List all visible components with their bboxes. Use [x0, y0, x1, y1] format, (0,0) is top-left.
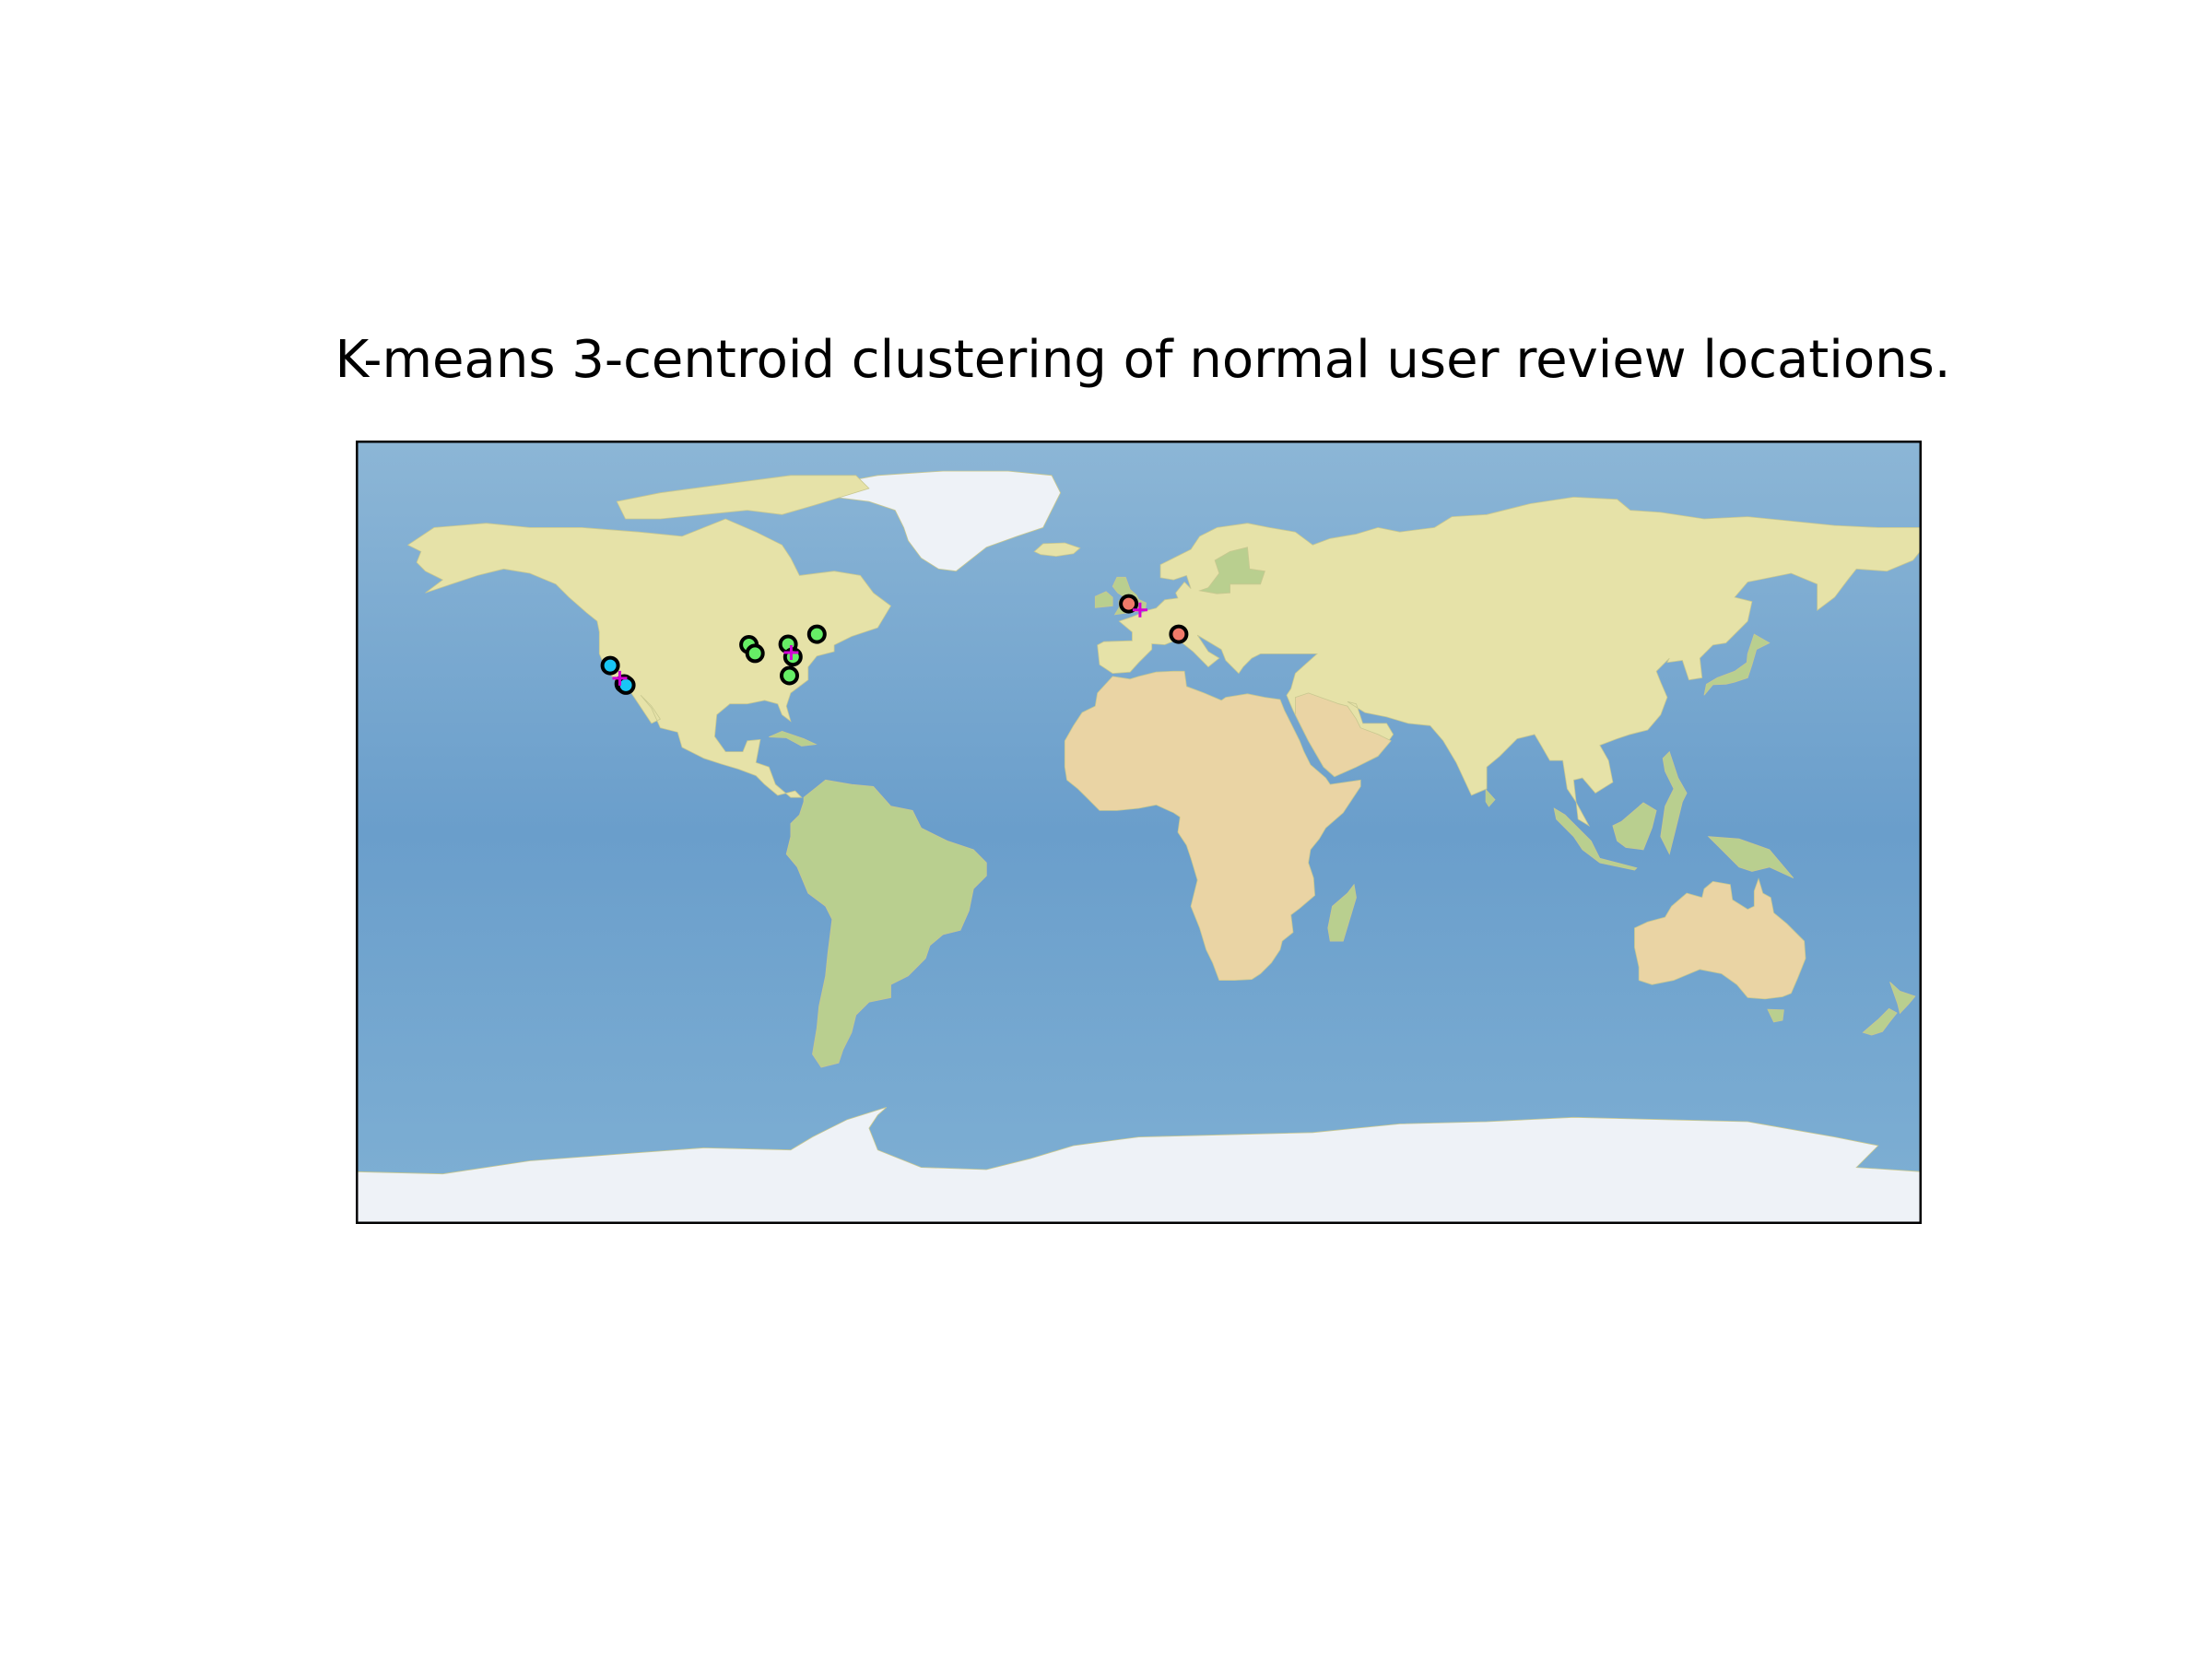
- land-cuba: [769, 730, 818, 747]
- review-point-cluster-3-1: [1119, 594, 1139, 614]
- review-point-cluster-2-6: [780, 665, 799, 686]
- land-australia: [1634, 877, 1806, 1000]
- world-map: [355, 440, 1923, 1225]
- land-south-america: [785, 779, 987, 1068]
- review-point-cluster-1-1: [600, 655, 620, 676]
- land-arctic-islands: [616, 475, 870, 520]
- land-new-zealand-north: [1889, 982, 1916, 1015]
- land-arabia-desert: [1295, 692, 1392, 778]
- land-africa: [1064, 670, 1361, 981]
- land-new-guinea: [1707, 836, 1794, 878]
- land-japan: [1703, 633, 1771, 696]
- land-ireland: [1094, 591, 1113, 608]
- land-sulawesi-philippines: [1660, 750, 1688, 855]
- chart-title: K-means 3-centroid clustering of normal …: [335, 330, 1951, 390]
- land-sri-lanka: [1485, 788, 1496, 807]
- centroid-marker-2: [783, 644, 799, 660]
- land-north-america: [406, 518, 892, 798]
- land-sumatra-java: [1553, 807, 1638, 871]
- review-point-cluster-3-2: [1169, 624, 1189, 644]
- land-tasmania: [1767, 1008, 1784, 1023]
- land-eurasia: [1097, 496, 1923, 828]
- centroid-markers: [612, 602, 1147, 686]
- map-border: [355, 440, 1923, 1225]
- land-new-zealand-south: [1862, 1007, 1898, 1036]
- map-frame: [355, 440, 1923, 1225]
- land-scandinavia-baltic: [1198, 547, 1265, 594]
- review-point-cluster-2-2: [745, 643, 765, 664]
- centroid-marker-3: [1132, 602, 1147, 618]
- centroid-marker-1: [612, 670, 628, 686]
- review-point-cluster-2-5: [806, 624, 827, 644]
- land-antarctica: [355, 1107, 1923, 1225]
- land-iceland: [1033, 542, 1081, 558]
- land-greenland: [819, 470, 1062, 572]
- land-borneo: [1612, 802, 1657, 851]
- land-madagascar: [1327, 883, 1357, 942]
